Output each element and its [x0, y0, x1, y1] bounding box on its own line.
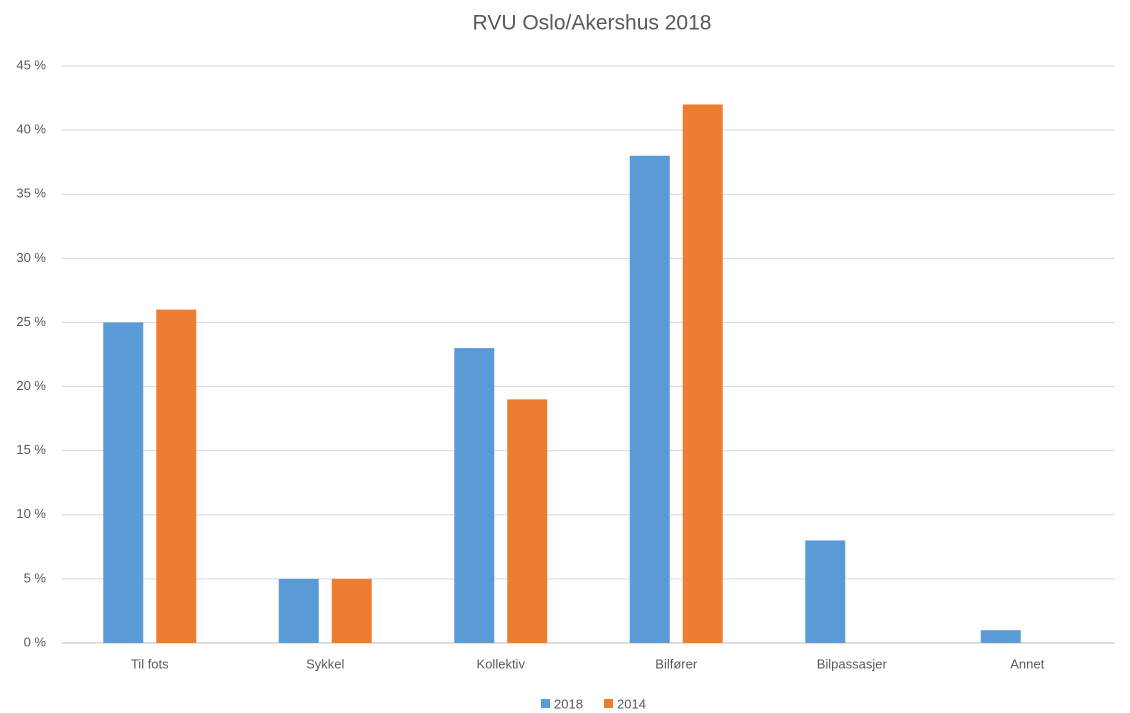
- x-tick-label: Til fots: [131, 656, 169, 671]
- y-tick-label: 20 %: [16, 378, 46, 393]
- x-tick-label: Annet: [1010, 656, 1044, 671]
- bar: [103, 322, 144, 643]
- bar: [156, 309, 197, 643]
- y-tick-label: 0 %: [24, 634, 47, 649]
- x-tick-label: Bilpassasjer: [817, 656, 888, 671]
- bar: [278, 578, 319, 643]
- y-tick-label: 30 %: [16, 250, 46, 265]
- legend-label: 2018: [554, 696, 583, 711]
- chart-title: RVU Oslo/Akershus 2018: [473, 12, 712, 35]
- y-tick-label: 40 %: [16, 122, 46, 137]
- x-tick-label: Kollektiv: [477, 656, 526, 671]
- bar: [454, 348, 495, 643]
- legend-swatch: [541, 699, 550, 708]
- bar: [507, 399, 548, 643]
- y-tick-label: 10 %: [16, 506, 46, 521]
- y-tick-label: 25 %: [16, 314, 46, 329]
- y-tick-label: 15 %: [16, 442, 46, 457]
- legend-label: 2014: [617, 696, 646, 711]
- bar: [331, 578, 372, 643]
- y-tick-label: 45 %: [16, 57, 46, 72]
- bar: [682, 104, 723, 643]
- bar: [629, 155, 670, 643]
- x-tick-label: Sykkel: [306, 656, 344, 671]
- y-tick-label: 5 %: [24, 570, 47, 585]
- bar: [980, 630, 1021, 643]
- y-tick-label: 35 %: [16, 186, 46, 201]
- x-tick-label: Bilfører: [655, 656, 698, 671]
- bar: [805, 540, 846, 643]
- legend-swatch: [604, 699, 613, 708]
